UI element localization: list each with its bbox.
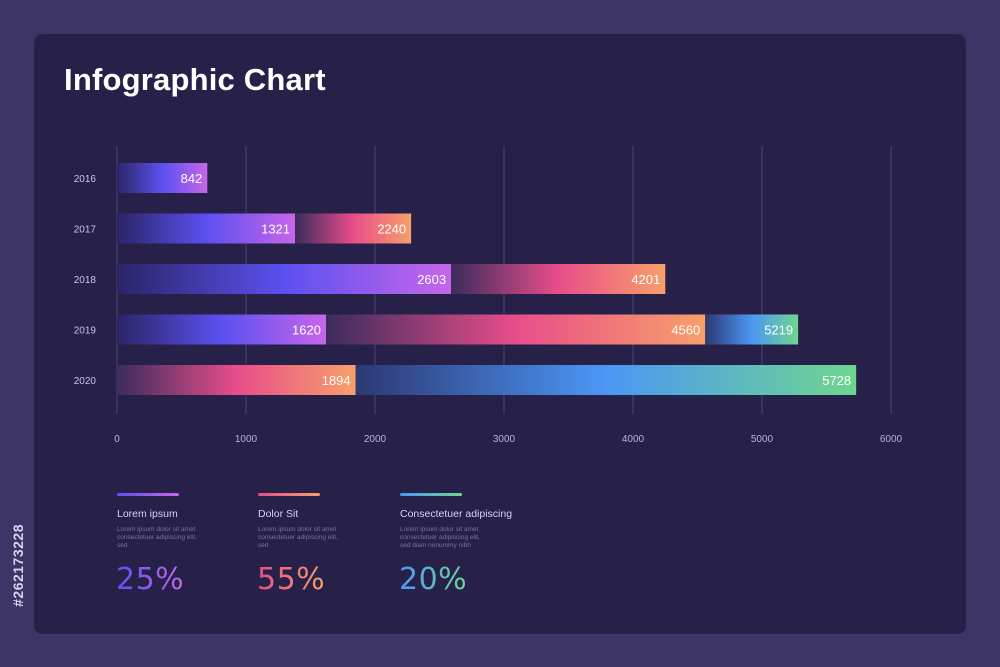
- bar-chart: 0 1000 2000 3000 4000 5000 6000 2016 842 2017 1321…: [74, 146, 903, 445]
- legend-description: Lorem ipsum dolor sit amet consectetuer …: [400, 526, 480, 549]
- category-label: 2019: [74, 326, 97, 337]
- bar-segment: [295, 213, 412, 244]
- data-label: 2240: [377, 222, 406, 237]
- x-tick-label: 3000: [493, 434, 516, 445]
- legend-label: Dolor Sit: [258, 508, 299, 520]
- bar-segment: [117, 213, 296, 244]
- stock-id-watermark: #262173228: [10, 524, 26, 607]
- legend-percent-2: 55%: [257, 562, 326, 597]
- x-tick-label: 5000: [751, 434, 774, 445]
- legend-description: Lorem ipsum dolor sit amet consectetuer …: [258, 526, 338, 549]
- legend-item-2: Dolor Sit Lorem ipsum dolor sit amet con…: [258, 493, 348, 550]
- data-label: 1321: [261, 222, 290, 237]
- legend-item-3: Consectetuer adipiscing Lorem ipsum dolo…: [400, 493, 512, 550]
- legend-percent-1: 25%: [116, 562, 185, 597]
- x-tick-label: 1000: [235, 434, 258, 445]
- x-tick-label: 0: [114, 434, 120, 445]
- legend-percent-3: 20%: [399, 562, 468, 597]
- category-label: 2018: [74, 275, 97, 286]
- data-label: 1620: [292, 323, 321, 338]
- bar-segment: [355, 365, 857, 395]
- bar-segment: [117, 365, 356, 395]
- bar-segment: [117, 314, 326, 345]
- data-label: 2603: [417, 272, 446, 287]
- legend-label: Consectetuer adipiscing: [400, 508, 513, 520]
- data-label: 842: [181, 171, 203, 186]
- x-tick-label: 4000: [622, 434, 645, 445]
- data-label: 4201: [631, 272, 660, 287]
- legend-line: [258, 493, 320, 496]
- legend-description: Lorem ipsum dolor sit amet consectetuer …: [117, 526, 197, 549]
- bar-segment: [451, 264, 666, 294]
- data-label: 1894: [322, 373, 351, 388]
- x-tick-label: 2000: [364, 434, 387, 445]
- data-label: 5219: [764, 323, 793, 338]
- data-label: 5728: [822, 373, 851, 388]
- bar-segment: [117, 264, 452, 294]
- category-label: 2017: [74, 225, 97, 236]
- bar-segment: [117, 163, 208, 193]
- category-label: 2016: [74, 174, 97, 185]
- chart-title: Infographic Chart: [64, 62, 326, 97]
- bar-segment: [325, 314, 706, 345]
- bar-segment: [705, 314, 799, 345]
- legend-label: Lorem ipsum: [117, 508, 178, 520]
- data-label: 4560: [671, 323, 700, 338]
- category-label: 2020: [74, 376, 97, 387]
- chart-card: Infographic Chart 0 1000 2000 3000 4000 5000 6…: [34, 34, 966, 634]
- x-tick-label: 6000: [880, 434, 903, 445]
- legend-line: [400, 493, 462, 496]
- legend-line: [117, 493, 179, 496]
- legend-item-1: Lorem ipsum Lorem ipsum dolor sit amet c…: [117, 493, 207, 550]
